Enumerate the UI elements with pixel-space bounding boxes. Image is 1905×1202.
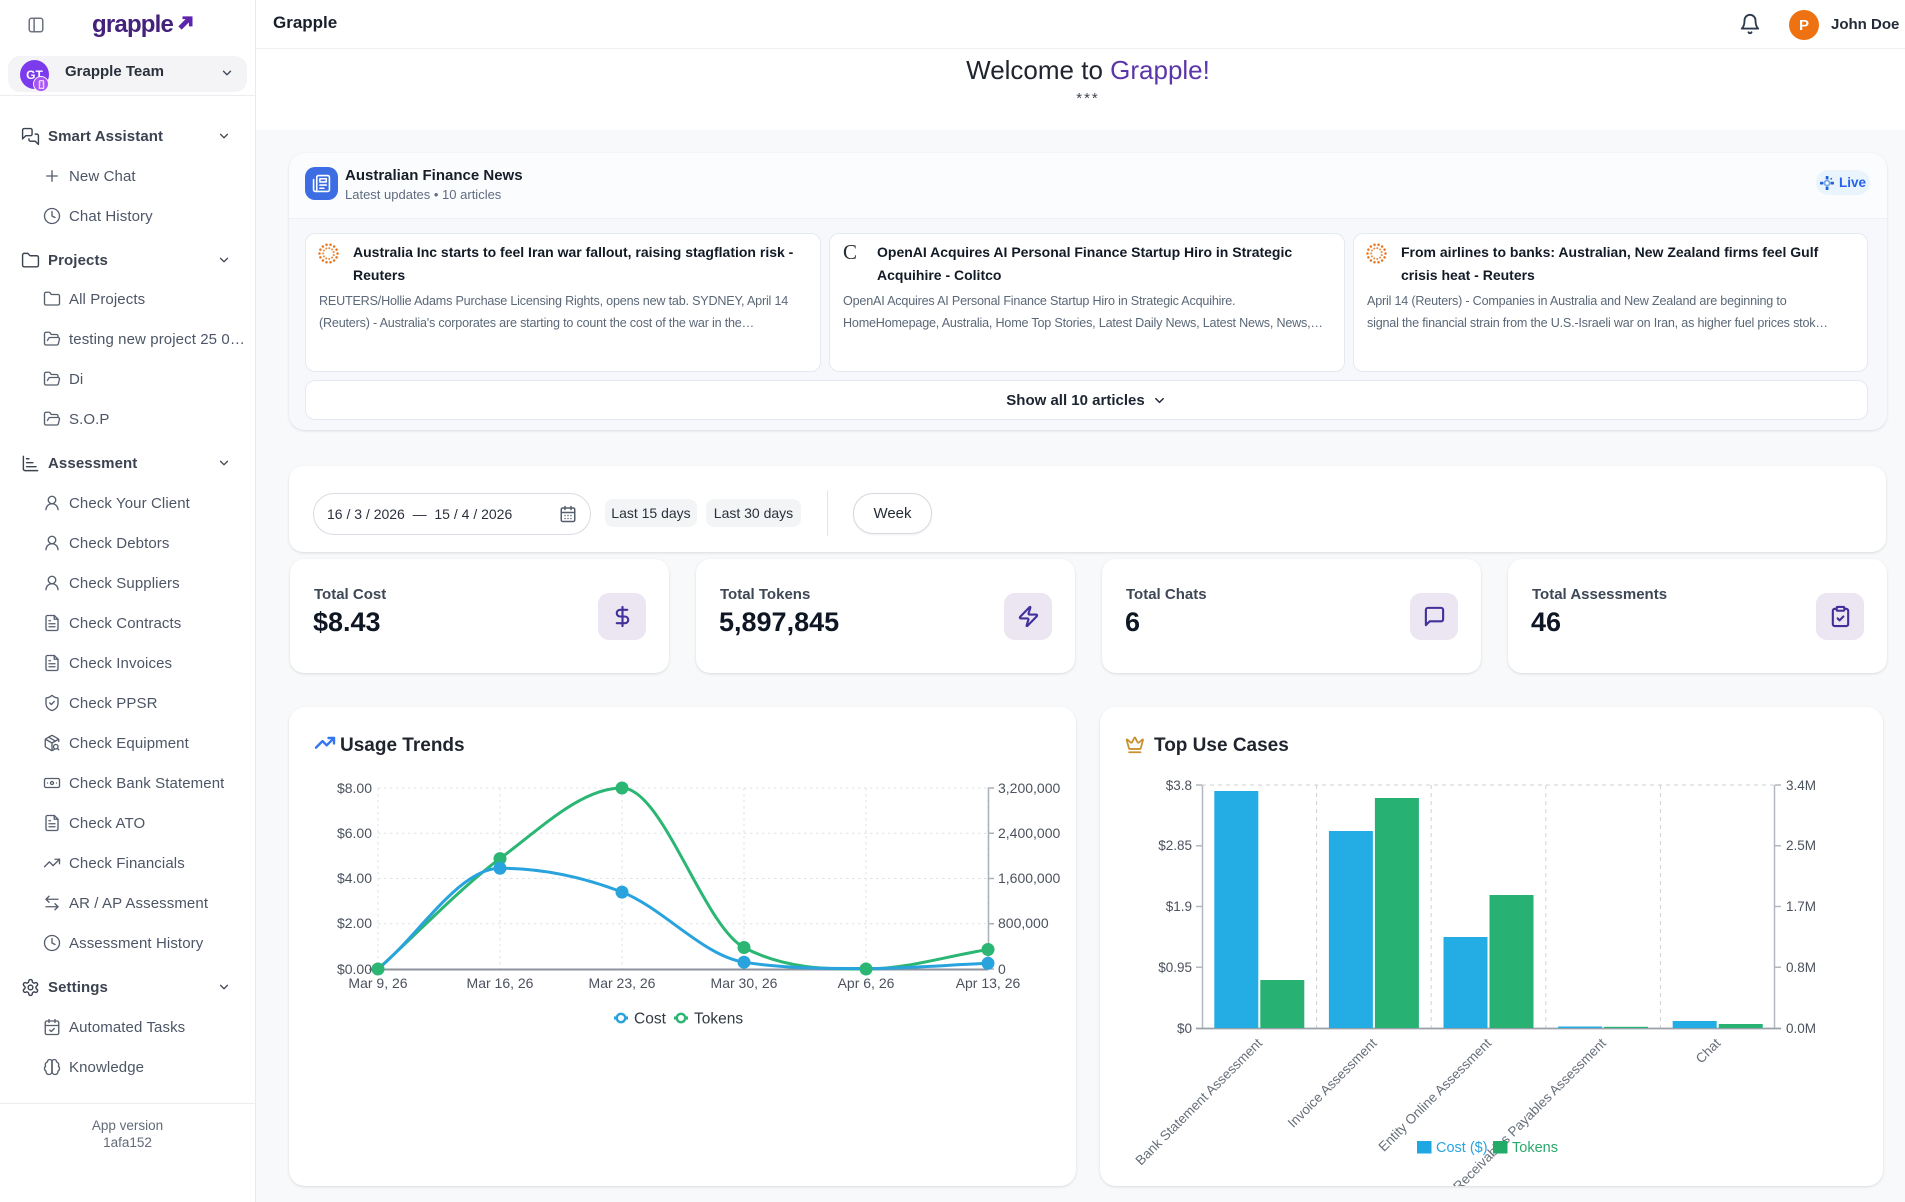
svg-text:Mar 30, 26: Mar 30, 26 [711, 975, 778, 991]
svg-text:Chat: Chat [1693, 1035, 1724, 1066]
svg-text:Invoice Assessment: Invoice Assessment [1285, 1035, 1380, 1130]
svg-text:3,200,000: 3,200,000 [998, 780, 1060, 796]
svg-text:$1.9: $1.9 [1166, 899, 1192, 914]
svg-text:Mar 23, 26: Mar 23, 26 [589, 975, 656, 991]
svg-text:Cost ($): Cost ($) [1436, 1140, 1488, 1156]
svg-text:Apr 6, 26: Apr 6, 26 [838, 975, 895, 991]
svg-text:$3.8: $3.8 [1166, 778, 1192, 793]
svg-text:Tokens: Tokens [694, 1011, 743, 1028]
svg-text:Entity Online Assessment: Entity Online Assessment [1375, 1035, 1494, 1154]
svg-text:Apr 13, 26: Apr 13, 26 [956, 975, 1021, 991]
svg-text:1,600,000: 1,600,000 [998, 870, 1060, 886]
svg-text:Tokens: Tokens [1512, 1140, 1558, 1156]
svg-text:$4.00: $4.00 [337, 870, 372, 886]
svg-text:3.4M: 3.4M [1786, 778, 1816, 793]
svg-text:1.7M: 1.7M [1786, 899, 1816, 914]
svg-text:Mar 9, 26: Mar 9, 26 [348, 975, 407, 991]
svg-text:$2.00: $2.00 [337, 915, 372, 931]
svg-text:Bank Statement Assessment: Bank Statement Assessment [1132, 1035, 1265, 1168]
svg-text:Mar 16, 26: Mar 16, 26 [467, 975, 534, 991]
svg-text:0.8M: 0.8M [1786, 960, 1816, 975]
svg-text:Top Use Cases: Top Use Cases [1154, 735, 1289, 756]
svg-text:$0: $0 [1177, 1021, 1192, 1036]
svg-text:2,400,000: 2,400,000 [998, 825, 1060, 841]
svg-text:$6.00: $6.00 [337, 825, 372, 841]
svg-text:800,000: 800,000 [998, 915, 1049, 931]
svg-text:Cost: Cost [634, 1011, 667, 1028]
svg-text:$0.95: $0.95 [1158, 960, 1192, 975]
svg-text:$8.00: $8.00 [337, 780, 372, 796]
svg-text:$0.00: $0.00 [337, 961, 372, 977]
svg-text:$2.85: $2.85 [1158, 838, 1192, 853]
svg-text:Usage Trends: Usage Trends [340, 735, 465, 756]
svg-text:0: 0 [998, 961, 1006, 977]
svg-text:0.0M: 0.0M [1786, 1021, 1816, 1036]
svg-text:2.5M: 2.5M [1786, 838, 1816, 853]
